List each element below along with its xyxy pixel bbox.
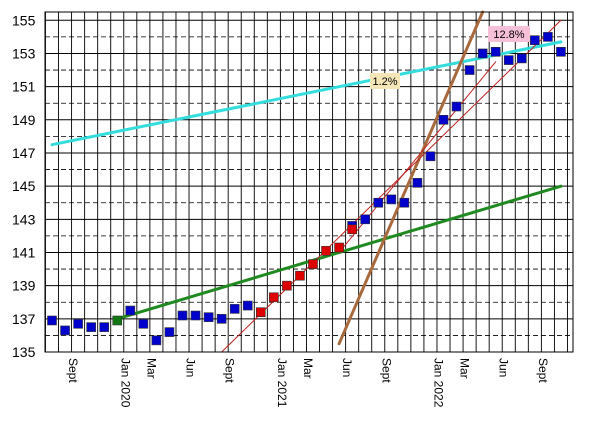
blue-marker [530,35,540,45]
x-tick-label: Mar [144,358,158,379]
annotation-box [370,73,400,89]
x-tick-label: Sept [66,358,80,383]
annotation-label: 12.8% [488,26,530,42]
blue-marker [373,197,384,208]
x-axis-ticks: Sept Jan 2020 Mar Jun Sept Jan 2021 Mar Jun Sept… [66,358,550,408]
y-tick-label: 137 [12,311,36,327]
red-marker [295,270,305,281]
blue-marker [477,48,488,59]
blue-marker [164,327,175,337]
annotation-text: 12.8% [493,29,524,41]
red-marker [269,292,279,303]
blue-marker [360,214,371,225]
red-marker [282,280,292,291]
y-tick-label: 147 [12,145,36,161]
blue-marker [99,322,109,332]
x-tick-label: Sept [536,358,550,383]
red-marker [334,242,344,253]
blue-marker [203,312,214,322]
blue-marker [503,55,514,65]
red-marker [255,307,266,317]
y-tick-label: 143 [12,211,36,227]
x-tick-label: Jun [184,358,198,377]
blue-marker [60,325,70,336]
blue-marker [490,47,501,57]
red-marker [321,246,331,256]
annotation-box [488,26,530,42]
data-markers [47,32,566,346]
blue-marker [451,101,462,112]
blue-marker [151,335,162,346]
blue-marker [177,310,188,321]
x-tick-label: Mar [458,358,472,379]
red-marker [347,224,357,235]
y-axis-ticks: 135 137 139 141 143 145 147 149 151 153 155 [12,12,36,360]
red-marker [308,259,318,269]
x-tick-label: Sept [223,358,237,383]
cyan-trend [50,40,563,147]
x-tick-label: Jun [340,358,354,377]
brown-trend [337,10,485,346]
blue-marker [47,315,57,326]
blue-marker [229,304,240,314]
blue-marker [86,322,96,332]
x-tick-label: Mar [301,358,315,379]
blue-marker [386,194,397,205]
blue-marker [125,305,136,316]
y-tick-label: 155 [12,12,36,28]
x-tick-label: Jan 2020 [118,358,132,408]
x-tick-label: Jun [497,358,511,377]
green-marker [112,315,123,326]
blue-marker [556,47,566,57]
blue-marker [73,319,83,329]
y-tick-label: 153 [12,45,36,61]
blue-marker [543,32,553,42]
annotations: 1.2% 12.8% [370,26,530,89]
blue-marker [190,310,201,321]
grid [45,12,573,353]
blue-marker [438,115,449,125]
blue-marker [216,314,227,324]
annotation-text: 1.2% [372,76,397,88]
blue-marker [516,53,527,64]
y-tick-label: 135 [12,344,36,360]
y-tick-label: 149 [12,112,36,128]
annotation-label: 1.2% [370,73,400,89]
blue-marker [412,178,423,188]
blue-marker [425,151,436,162]
blue-marker [242,300,253,311]
plot-frame [44,11,574,353]
x-tick-label: Jan 2021 [275,358,289,408]
blue-marker [464,65,475,75]
blue-marker [138,319,149,329]
x-tick-label: Sept [379,358,393,383]
y-tick-label: 139 [12,278,36,294]
x-tick-label: Jan 2022 [431,358,445,408]
y-tick-label: 141 [12,244,36,260]
y-tick-label: 145 [12,178,36,194]
blue-marker [399,197,410,208]
y-tick-label: 151 [12,79,36,95]
